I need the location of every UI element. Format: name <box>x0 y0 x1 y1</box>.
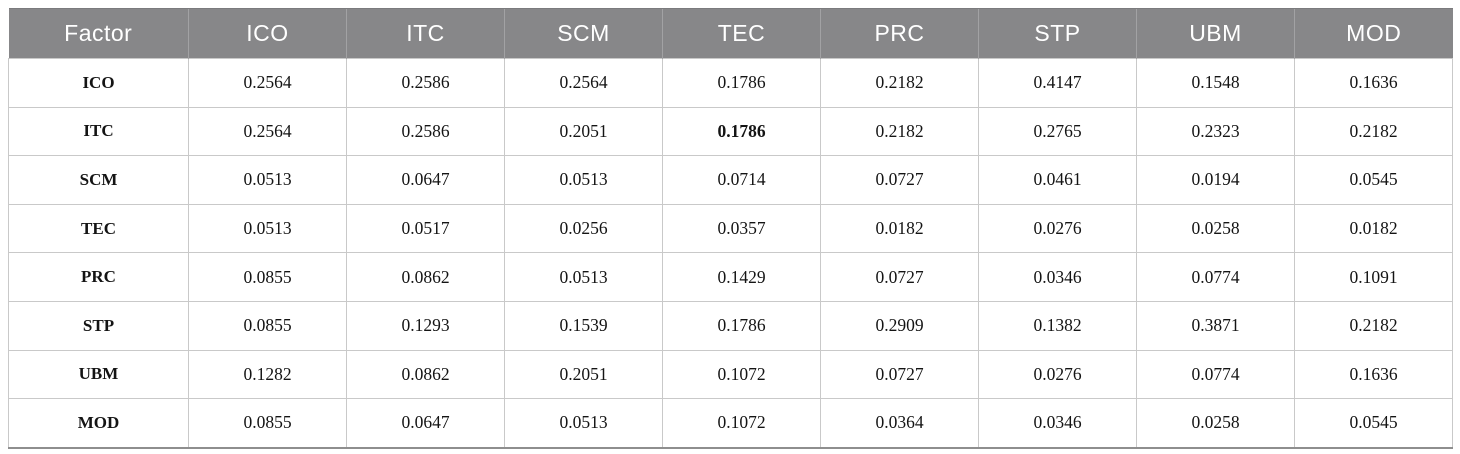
value-cell: 0.0182 <box>1294 203 1453 254</box>
column-header-stp: STP <box>978 8 1137 59</box>
value-cell: 0.3871 <box>1136 300 1295 351</box>
factor-row-label: MOD <box>8 398 189 449</box>
value-cell: 0.2586 <box>346 106 505 157</box>
value-cell: 0.0513 <box>504 398 663 449</box>
factor-row-label: ICO <box>8 58 189 108</box>
value-cell: 0.1636 <box>1294 58 1453 108</box>
value-cell: 0.1072 <box>662 398 821 449</box>
value-cell: 0.2323 <box>1136 106 1295 157</box>
value-cell: 0.0545 <box>1294 155 1453 205</box>
value-cell: 0.0647 <box>346 398 505 449</box>
column-header-mod: MOD <box>1294 8 1453 59</box>
factor-weight-table-wrapper: Factor ICO ITC SCM TEC PRC STP UBM MOD ICO 0.2564… <box>8 8 1453 449</box>
factor-row-label: SCM <box>8 155 189 205</box>
value-cell: 0.1786 <box>662 58 821 108</box>
value-cell: 0.0194 <box>1136 155 1295 205</box>
table-row-ubm: UBM 0.1282 0.0862 0.2051 0.1072 0.0727 0.0276 0… <box>8 349 1453 400</box>
value-cell: 0.0855 <box>188 300 347 351</box>
value-cell: 0.0256 <box>504 203 663 254</box>
value-cell: 0.2182 <box>1294 106 1453 157</box>
value-cell: 0.1786 <box>662 106 821 157</box>
value-cell: 0.0276 <box>978 203 1137 254</box>
value-cell: 0.0727 <box>820 155 979 205</box>
table-row-mod: MOD 0.0855 0.0647 0.0513 0.1072 0.0364 0.0346 0… <box>8 398 1453 449</box>
factor-row-label: TEC <box>8 203 189 254</box>
factor-row-label: STP <box>8 300 189 351</box>
value-cell: 0.1786 <box>662 300 821 351</box>
value-cell: 0.1282 <box>188 349 347 400</box>
table-body: ICO 0.2564 0.2586 0.2564 0.1786 0.2182 0.4147 0… <box>8 58 1453 449</box>
table-row-ico: ICO 0.2564 0.2586 0.2564 0.1786 0.2182 0.4147 0… <box>8 58 1453 108</box>
table-row-stp: STP 0.0855 0.1293 0.1539 0.1786 0.2909 0.1382 0… <box>8 300 1453 351</box>
value-cell: 0.0862 <box>346 252 505 302</box>
value-cell: 0.1429 <box>662 252 821 302</box>
value-cell: 0.0461 <box>978 155 1137 205</box>
value-cell: 0.2765 <box>978 106 1137 157</box>
value-cell: 0.1072 <box>662 349 821 400</box>
value-cell: 0.2182 <box>1294 300 1453 351</box>
value-cell: 0.0513 <box>188 203 347 254</box>
factor-row-label: ITC <box>8 106 189 157</box>
column-header-tec: TEC <box>662 8 821 59</box>
value-cell: 0.2564 <box>188 58 347 108</box>
value-cell: 0.1293 <box>346 300 505 351</box>
column-header-ico: ICO <box>188 8 347 59</box>
value-cell: 0.0182 <box>820 203 979 254</box>
value-cell: 0.1382 <box>978 300 1137 351</box>
value-cell: 0.2051 <box>504 106 663 157</box>
value-cell: 0.0513 <box>188 155 347 205</box>
value-cell: 0.4147 <box>978 58 1137 108</box>
value-cell: 0.2182 <box>820 58 979 108</box>
value-cell: 0.0727 <box>820 252 979 302</box>
value-cell: 0.1091 <box>1294 252 1453 302</box>
value-cell: 0.0647 <box>346 155 505 205</box>
value-cell: 0.2564 <box>188 106 347 157</box>
table-row-scm: SCM 0.0513 0.0647 0.0513 0.0714 0.0727 0.0461 0… <box>8 155 1453 205</box>
value-cell: 0.2909 <box>820 300 979 351</box>
value-cell: 0.2051 <box>504 349 663 400</box>
column-header-ubm: UBM <box>1136 8 1295 59</box>
value-cell: 0.1636 <box>1294 349 1453 400</box>
value-cell: 0.0513 <box>504 252 663 302</box>
factor-row-label: UBM <box>8 349 189 400</box>
value-cell: 0.0855 <box>188 398 347 449</box>
value-cell: 0.0862 <box>346 349 505 400</box>
value-cell: 0.0346 <box>978 398 1137 449</box>
column-header-scm: SCM <box>504 8 663 59</box>
value-cell: 0.0545 <box>1294 398 1453 449</box>
value-cell: 0.0513 <box>504 155 663 205</box>
table-row-prc: PRC 0.0855 0.0862 0.0513 0.1429 0.0727 0.0346 0… <box>8 252 1453 302</box>
value-cell: 0.0774 <box>1136 252 1295 302</box>
column-header-itc: ITC <box>346 8 505 59</box>
value-cell: 0.0258 <box>1136 398 1295 449</box>
table-header: Factor ICO ITC SCM TEC PRC STP UBM MOD <box>8 8 1453 59</box>
value-cell: 0.0855 <box>188 252 347 302</box>
value-cell: 0.0517 <box>346 203 505 254</box>
value-cell: 0.2586 <box>346 58 505 108</box>
table-row-tec: TEC 0.0513 0.0517 0.0256 0.0357 0.0182 0.0276 0… <box>8 203 1453 254</box>
value-cell: 0.0364 <box>820 398 979 449</box>
value-cell: 0.2564 <box>504 58 663 108</box>
value-cell: 0.0714 <box>662 155 821 205</box>
factor-weight-table: Factor ICO ITC SCM TEC PRC STP UBM MOD ICO 0.2564… <box>8 8 1453 449</box>
value-cell: 0.2182 <box>820 106 979 157</box>
value-cell: 0.0727 <box>820 349 979 400</box>
table-row-itc: ITC 0.2564 0.2586 0.2051 0.1786 0.2182 0.2765 0… <box>8 106 1453 157</box>
column-header-prc: PRC <box>820 8 979 59</box>
value-cell: 0.0276 <box>978 349 1137 400</box>
value-cell: 0.0346 <box>978 252 1137 302</box>
column-header-factor: Factor <box>8 8 189 59</box>
value-cell: 0.0258 <box>1136 203 1295 254</box>
value-cell: 0.1548 <box>1136 58 1295 108</box>
value-cell: 0.1539 <box>504 300 663 351</box>
value-cell: 0.0357 <box>662 203 821 254</box>
value-cell: 0.0774 <box>1136 349 1295 400</box>
header-row: Factor ICO ITC SCM TEC PRC STP UBM MOD <box>8 8 1453 59</box>
factor-row-label: PRC <box>8 252 189 302</box>
